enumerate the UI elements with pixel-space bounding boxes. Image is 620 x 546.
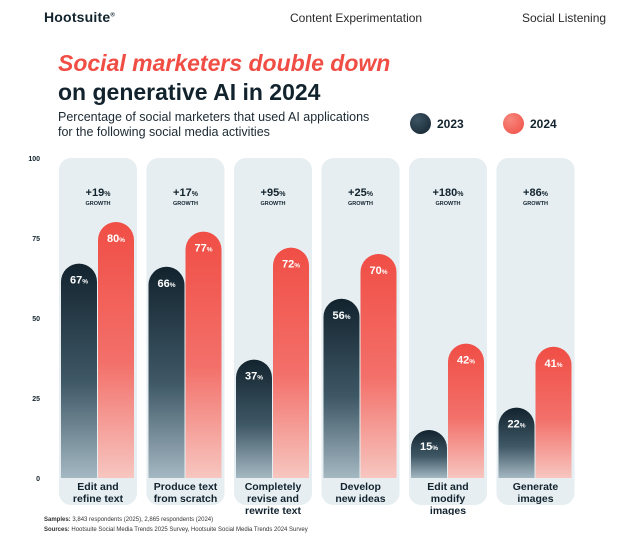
category-label: Completely revise and rewrite text	[245, 481, 302, 515]
y-tick-label: 50	[32, 316, 40, 323]
bar-2023	[411, 430, 447, 478]
y-tick-label: 25	[32, 396, 40, 403]
footer-sources: Sources: Hootsuite Social Media Trends 2…	[44, 527, 308, 533]
category-label: Develop new ideas	[335, 481, 385, 505]
legend-2023-label: 2023	[437, 116, 464, 131]
growth-label: GROWTH	[260, 201, 285, 207]
growth-value: +180%	[432, 187, 464, 199]
bar-2024	[535, 346, 572, 478]
footer-samples: Samples: 3,843 respondents (2025), 2,865…	[44, 517, 214, 523]
bar-2023	[148, 266, 185, 478]
title-main: on generative AI in 2024	[58, 79, 321, 105]
y-tick-label: 75	[32, 236, 40, 243]
chart-subtitle: Percentage of social marketers that used…	[58, 110, 370, 139]
legend-2024-swatch	[503, 113, 524, 134]
growth-label: GROWTH	[173, 201, 198, 207]
bar-2024	[98, 222, 134, 478]
bar-2023	[498, 407, 535, 478]
hootsuite-logo[interactable]: Hootsuite®	[44, 9, 115, 25]
category-label: Produce text from scratch	[154, 481, 218, 505]
bar-2024	[185, 231, 222, 478]
category-label: Edit and modify images	[427, 481, 468, 515]
bar-2023	[236, 359, 272, 478]
category-label: Edit and refine text	[73, 481, 124, 505]
growth-label: GROWTH	[85, 201, 110, 207]
nav-social-listening[interactable]: Social Listening	[522, 11, 607, 25]
legend-2024-label: 2024	[530, 116, 557, 131]
bar-2024	[360, 254, 397, 478]
y-tick-label: 100	[28, 156, 40, 163]
bar-2024	[273, 247, 309, 478]
y-tick-label: 0	[36, 476, 40, 483]
growth-label: GROWTH	[435, 201, 460, 207]
growth-label: GROWTH	[348, 201, 373, 207]
bar-2023	[61, 263, 97, 478]
legend-2023-swatch	[410, 113, 431, 134]
bar-2023	[323, 298, 360, 478]
category-label: Generate images	[513, 481, 559, 505]
legend-2023: 2023	[410, 113, 464, 134]
top-bar: Hootsuite® Content Experimentation Socia…	[0, 0, 620, 34]
growth-label: GROWTH	[523, 201, 548, 207]
bar-2024	[448, 343, 484, 478]
title-highlight: Social marketers double down	[58, 50, 391, 76]
nav-content-experimentation[interactable]: Content Experimentation	[290, 11, 423, 25]
legend-2024: 2024	[503, 113, 557, 134]
